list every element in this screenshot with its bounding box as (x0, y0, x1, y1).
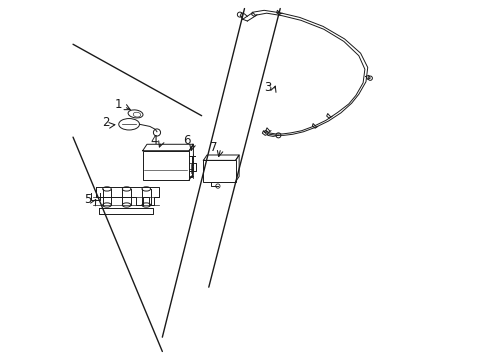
Text: 7: 7 (210, 141, 218, 154)
Text: 1: 1 (115, 99, 122, 112)
Text: 2: 2 (102, 116, 110, 129)
Text: 6: 6 (183, 134, 190, 147)
Text: 5: 5 (84, 193, 92, 206)
Text: 3: 3 (264, 81, 271, 94)
Bar (142, 151, 189, 180)
Text: 4: 4 (150, 134, 158, 147)
Bar (203, 160, 235, 182)
